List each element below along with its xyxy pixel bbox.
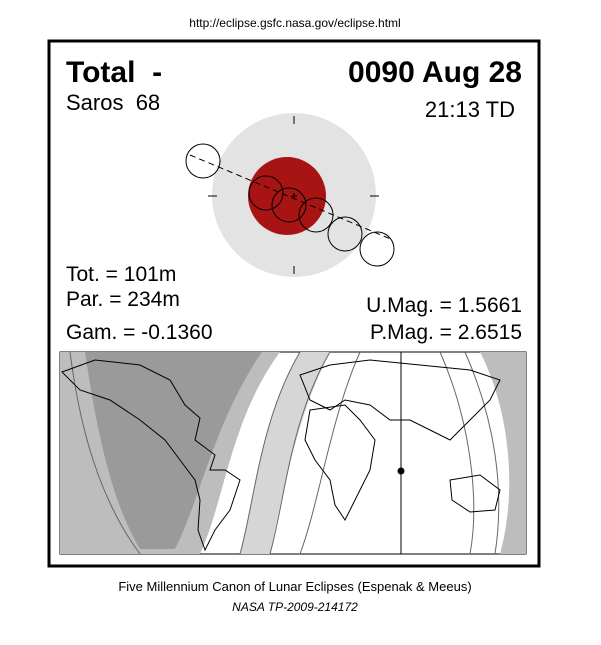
africa <box>304 404 376 521</box>
moon-positions <box>185 143 395 267</box>
moon <box>359 231 395 267</box>
url: http://eclipse.gsfc.nasa.gov/eclipse.htm… <box>189 16 400 30</box>
gam: Gam. = -0.1360 <box>66 321 213 344</box>
par: Par. = 234m <box>66 288 180 311</box>
axis-ticks <box>208 116 379 274</box>
canon: Five Millennium Canon of Lunar Eclipses … <box>118 579 471 594</box>
contour <box>464 351 500 555</box>
australia <box>449 474 501 513</box>
penumbral-zone-east <box>480 352 526 554</box>
eurasia <box>299 359 501 441</box>
moon-path <box>189 154 394 241</box>
coastlines <box>61 359 501 552</box>
contour <box>269 351 331 555</box>
contour <box>439 351 475 555</box>
moon <box>271 187 307 223</box>
moon <box>185 143 221 179</box>
time: 21:13 TD <box>425 97 515 122</box>
moon <box>327 216 363 252</box>
moon <box>248 175 284 211</box>
tot: Tot. = 101m <box>66 263 176 286</box>
pmag: P.Mag. = 2.6515 <box>370 321 522 344</box>
map <box>59 351 527 555</box>
zone <box>240 352 330 554</box>
americas <box>61 359 241 552</box>
contours <box>69 351 500 555</box>
eclipse-type: Total - <box>66 56 162 89</box>
reference: NASA TP-2009-214172 <box>232 600 358 614</box>
saros: Saros 68 <box>66 90 160 115</box>
eclipse-date: 0090 Aug 28 <box>348 56 522 89</box>
umbral-zone <box>85 352 262 549</box>
contour <box>299 351 361 555</box>
contour <box>239 351 301 555</box>
contour <box>69 351 141 555</box>
sub-lunar-point <box>397 467 405 475</box>
umag: U.Mag. = 1.5661 <box>366 294 522 317</box>
moon <box>298 197 334 233</box>
